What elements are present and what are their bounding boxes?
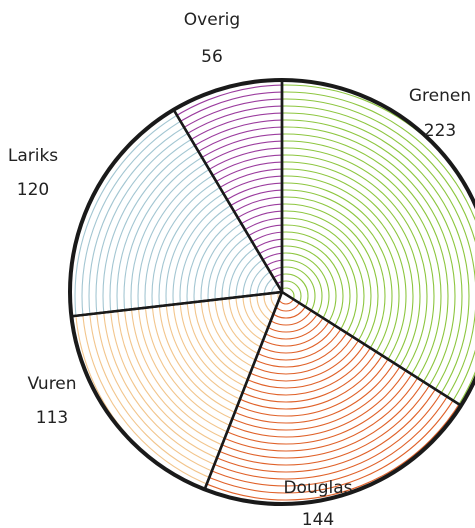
tree-ring [151, 161, 283, 317]
tree-ring [123, 133, 283, 317]
tree-ring [137, 147, 283, 317]
slice-label: Lariks [8, 146, 58, 166]
bark-outline [68, 78, 475, 506]
pie-slice [172, 78, 284, 294]
tree-ring [179, 189, 283, 317]
slice-label: Overig [184, 10, 240, 30]
slice-value: 120 [17, 180, 49, 200]
tree-ring [263, 292, 282, 319]
tree-ring [221, 231, 283, 317]
tree-ring [95, 292, 282, 487]
tree-ring [88, 109, 283, 317]
pie-slice [203, 290, 463, 506]
tree-ring [228, 238, 283, 317]
slice-value: 223 [424, 121, 456, 141]
tree-ring [102, 112, 283, 317]
slice-label: Vuren [27, 374, 76, 394]
tree-ring [200, 210, 283, 317]
tree-ring [204, 292, 462, 487]
tree-ring [235, 245, 283, 317]
tree-ring [282, 112, 470, 406]
tree-ring [172, 182, 283, 317]
tree-ring [116, 126, 283, 317]
tree-ring [282, 147, 435, 406]
tree-ring [282, 119, 463, 406]
tree-ring [74, 109, 283, 317]
tree-ring [95, 109, 283, 317]
tree-ring [158, 168, 283, 317]
tree-ring [282, 161, 421, 406]
tree-ring [282, 126, 456, 406]
tree-ring [204, 292, 462, 473]
tree-ring [204, 292, 462, 501]
tree-ring [282, 140, 442, 406]
slice-value: 56 [201, 47, 223, 67]
tree-ring [193, 203, 283, 317]
tree-ring [204, 292, 462, 480]
tree-ring [204, 292, 462, 494]
slice-label: Grenen [409, 86, 471, 106]
tree-ring [207, 217, 283, 317]
tree-ring [165, 175, 283, 317]
tree-ring [282, 98, 475, 406]
tree-ring [130, 140, 283, 317]
tree-ring [282, 105, 475, 406]
tree-ring [282, 84, 475, 406]
tree-ring [277, 292, 282, 305]
tree-ring [144, 154, 283, 317]
tree-ring [186, 196, 283, 317]
slice-value: 113 [36, 408, 68, 428]
tree-ring [282, 154, 428, 406]
tree-ring [282, 133, 449, 406]
slice-value: 144 [302, 510, 334, 528]
tree-ring [109, 119, 283, 317]
tree-ring [81, 109, 283, 317]
tree-ring [282, 175, 407, 406]
tree-rings [74, 109, 283, 317]
slice-label: Douglas [283, 478, 352, 498]
tree-ring [282, 182, 400, 406]
tree-ring [173, 105, 282, 292]
tree-ring [214, 224, 283, 317]
tree-ring [270, 292, 282, 312]
tree-ring [282, 168, 414, 406]
tree-ring [282, 91, 475, 406]
